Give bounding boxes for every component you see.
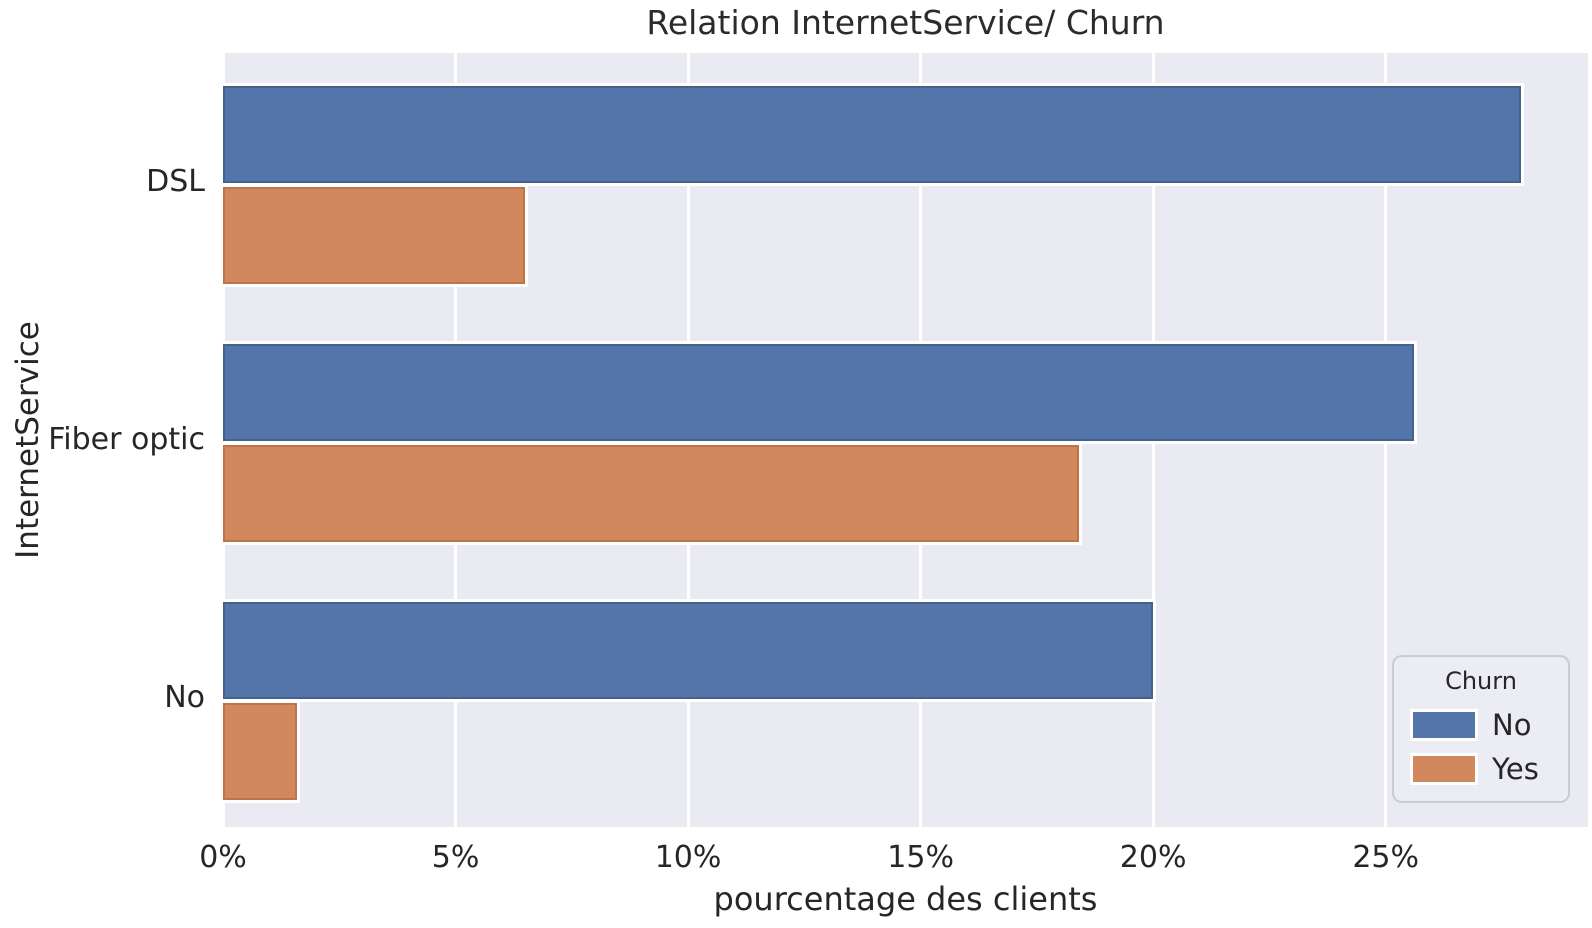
legend-label: No [1492, 708, 1532, 742]
xtick-5%: 5% [431, 840, 480, 875]
bar-dsl-churn-yes [223, 187, 526, 284]
legend: Churn No Yes [1392, 655, 1570, 803]
chart-title: Relation InternetService/ Churn [646, 3, 1165, 42]
bar-dsl-churn-no [223, 86, 1521, 183]
xtick-0%: 0% [199, 840, 247, 875]
xtick-20%: 20% [1119, 840, 1187, 875]
bar-fiber-optic-churn-no [223, 344, 1414, 441]
plot-area: Churn No Yes [221, 53, 1588, 827]
legend-item-yes: Yes [1394, 747, 1568, 791]
legend-title: Churn [1445, 667, 1517, 695]
ytick-fiber-optic: Fiber optic [48, 422, 205, 457]
xtick-15%: 15% [887, 840, 954, 875]
legend-swatch [1410, 753, 1478, 785]
bar-fiber-optic-churn-yes [223, 445, 1079, 542]
legend-label: Yes [1492, 752, 1539, 786]
x-axis-label: pourcentage des clients [713, 880, 1098, 918]
bar-no-churn-no [223, 602, 1154, 699]
ytick-dsl: DSL [146, 164, 205, 199]
legend-swatch [1410, 709, 1478, 741]
ytick-no: No [164, 680, 205, 715]
xtick-25%: 25% [1352, 840, 1420, 875]
bar-no-churn-yes [223, 703, 298, 800]
legend-item-no: No [1394, 703, 1568, 747]
xtick-10%: 10% [654, 840, 722, 875]
